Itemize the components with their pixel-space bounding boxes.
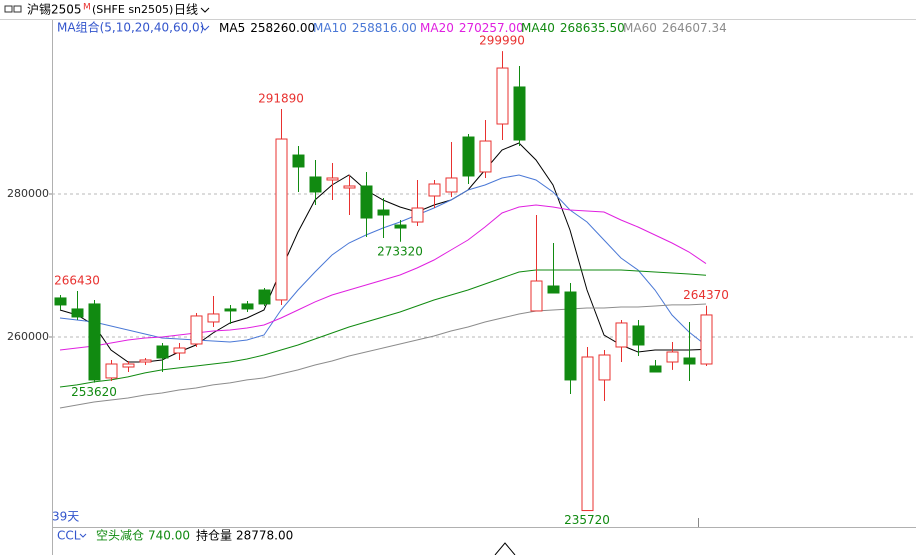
candle-body [275, 138, 288, 301]
candle-body [513, 86, 526, 141]
candle-body [71, 308, 84, 318]
legend-value: 268635.50 [560, 21, 625, 35]
high-label: 299990 [479, 34, 525, 48]
ma-group-select[interactable]: MA组合(5,10,20,40,60,0) [57, 20, 204, 35]
symbol-title[interactable]: 沪锡2505 [27, 2, 82, 17]
candle-body [683, 357, 696, 365]
candle-body [530, 280, 543, 312]
legend-name: MA60 [623, 21, 657, 35]
candles [54, 51, 713, 512]
candle-body [462, 136, 475, 177]
open-interest-label: 持仓量 [196, 528, 232, 543]
candle-body [377, 209, 390, 216]
open-interest-value: 28778.00 [236, 529, 293, 543]
high-label: 266430 [54, 274, 100, 288]
legend-entry[interactable]: MA10 258816.00 [313, 21, 417, 35]
days-count: 39天 [52, 510, 79, 524]
candle-body [666, 351, 679, 363]
candle-body [343, 185, 356, 189]
candle-body [139, 359, 152, 363]
chevron [200, 7, 210, 13]
low-label: 253620 [71, 385, 117, 399]
legend-name: MA10 [313, 21, 347, 35]
candle-body [615, 322, 628, 348]
indicator-select[interactable]: CCL [57, 529, 81, 543]
high-label: 291890 [258, 91, 304, 105]
icon-part [13, 5, 22, 13]
period-select[interactable]: 日线 [174, 3, 198, 17]
candle-body [207, 313, 220, 323]
candle-body [411, 207, 424, 223]
y-tick-label: 260000 [7, 330, 49, 343]
legend-value: 264607.34 [662, 21, 727, 35]
legend-value: 258816.00 [352, 21, 417, 35]
ma-line [59, 269, 707, 388]
candle-body [105, 363, 118, 379]
grid: 280000 260000 [7, 187, 916, 343]
signal-label: 空头减仓 [96, 529, 144, 543]
signal-value: 740.00 [148, 529, 190, 543]
legend-name: MA40 [521, 21, 555, 35]
candle-body [394, 224, 407, 229]
candle-body [479, 140, 492, 173]
legend-name: MA5 [219, 21, 245, 35]
legend-entry[interactable]: MA20 270257.00 [420, 21, 524, 35]
candle-body [156, 345, 169, 359]
candle-body [700, 314, 713, 365]
candle-body [632, 325, 645, 346]
candle-body [598, 354, 611, 381]
legend-value: 258260.00 [250, 21, 315, 35]
candle-body [581, 356, 594, 512]
candle-body [224, 308, 237, 312]
candle-body [190, 315, 203, 345]
legend-name: MA20 [420, 21, 454, 35]
candle-body [241, 303, 254, 310]
candle-body [428, 183, 441, 197]
icon-part [4, 5, 13, 13]
chevron [79, 533, 87, 538]
legend-entry[interactable]: MA40 268635.50 [521, 21, 625, 35]
candle-body [564, 291, 577, 381]
symbol-code: (SHFE sn2505) [92, 3, 173, 16]
candle-body [326, 177, 339, 181]
scroll-marker [494, 542, 516, 555]
candle-body [547, 285, 560, 294]
candle-body [258, 289, 271, 305]
candle-body [88, 303, 101, 381]
low-label: 273320 [377, 244, 423, 258]
low-label: 235720 [564, 513, 610, 527]
toolbar-icon[interactable] [4, 5, 22, 13]
ma-line [59, 303, 707, 409]
candle-body [360, 185, 373, 219]
candle-body [122, 363, 135, 368]
legend-entry[interactable]: MA60 264607.34 [623, 21, 727, 35]
candle-body [445, 177, 458, 193]
candle-body [173, 347, 186, 354]
high-label: 264370 [683, 288, 729, 302]
candle-body [649, 365, 662, 373]
candle-body [54, 297, 67, 306]
y-tick-label: 280000 [7, 187, 49, 200]
symbol-mark: M [83, 3, 91, 13]
legend-entry[interactable]: MA5 258260.00 [219, 21, 315, 35]
candle-body [292, 154, 305, 168]
candle-body [309, 176, 322, 193]
legend-value: 270257.00 [459, 21, 524, 35]
extreme-labels: 266430 253620 291890 273320 299990 23572… [54, 34, 729, 527]
candle-body [496, 67, 509, 125]
chevron [200, 25, 210, 31]
ma-line [59, 204, 707, 351]
